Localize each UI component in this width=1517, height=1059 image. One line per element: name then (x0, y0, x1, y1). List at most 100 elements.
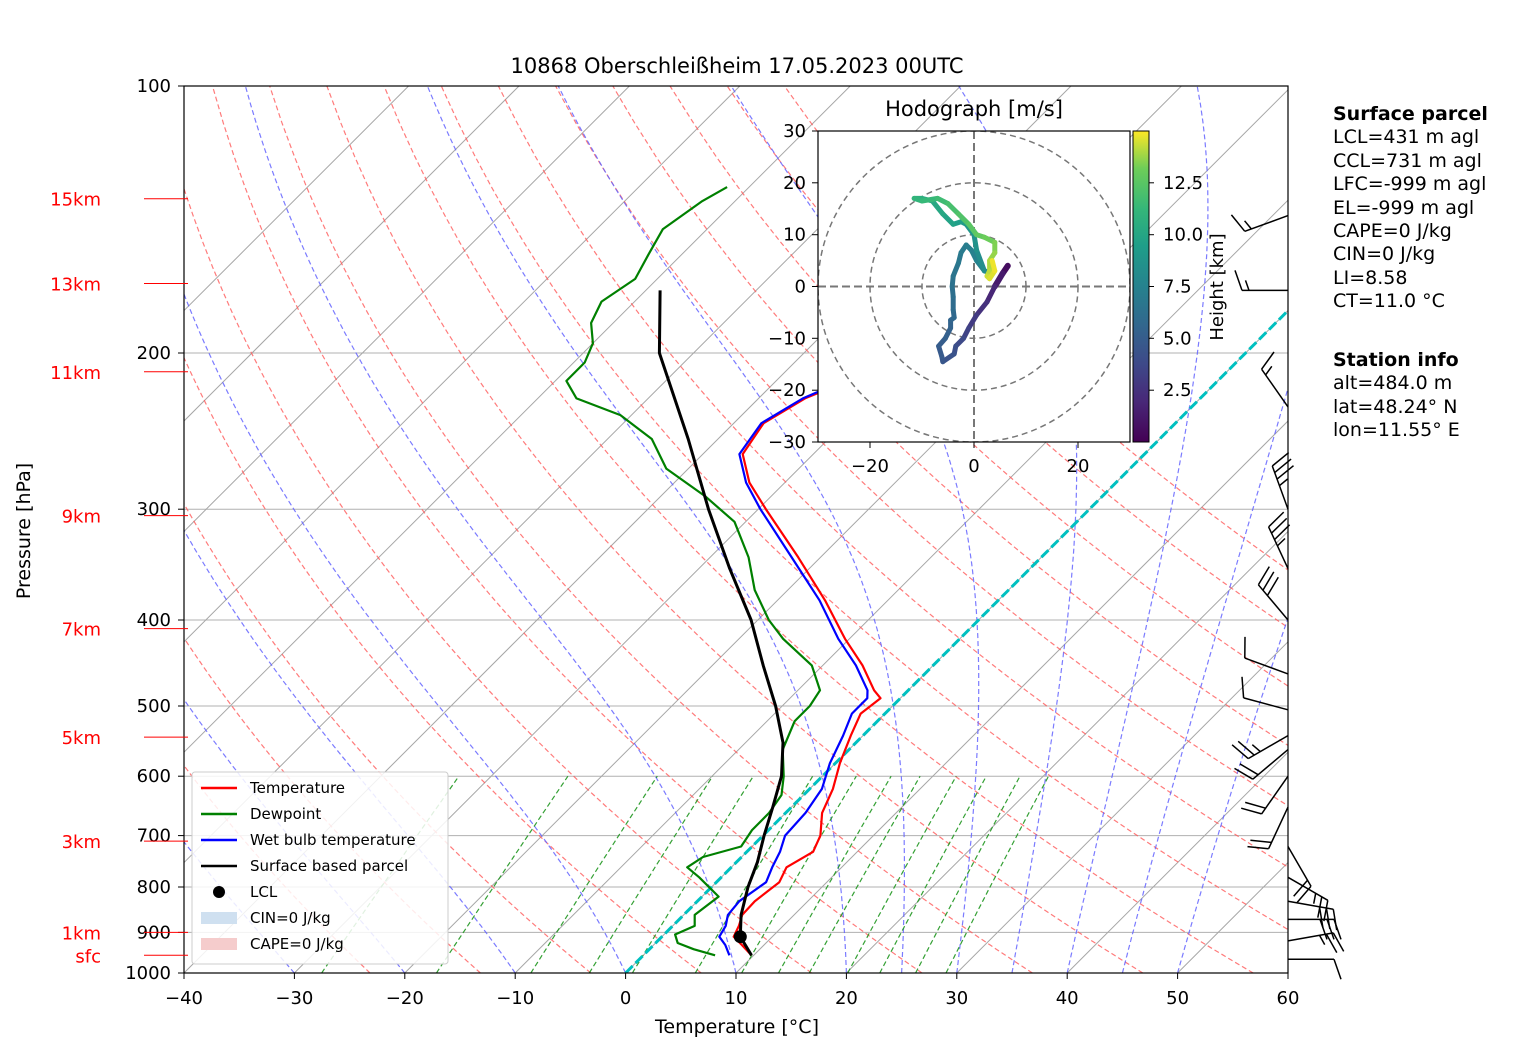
hodograph: Hodograph [m/s] −20 0 20 30 20 10 0 −10 −20 −30 2.… (768, 97, 1228, 477)
height-label: 9km (62, 507, 101, 528)
hodograph-segment (971, 232, 980, 253)
colorbar-tick-label: 12.5 (1163, 173, 1203, 194)
wind-barb (1234, 270, 1288, 292)
barb-staff (1267, 526, 1289, 569)
dry-adiabat-line (497, 86, 1288, 868)
barb-flag (1271, 452, 1290, 467)
wind-barb (1288, 918, 1342, 940)
hodograph-y-tick-label: 10 (783, 225, 806, 246)
barb-flag (1250, 839, 1272, 844)
hodograph-segment (966, 312, 980, 331)
legend-swatch (201, 912, 237, 924)
isotherm-line (956, 641, 1288, 973)
wind-barbs (1230, 214, 1345, 980)
height-label: 3km (62, 832, 101, 853)
wind-barb (1247, 806, 1289, 850)
y-tick-label: 100 (137, 76, 171, 97)
barb-flag (1317, 896, 1323, 918)
dry-adiabat-line (440, 86, 1288, 931)
wind-barb (1241, 676, 1289, 711)
barb-half-flag (1312, 893, 1317, 904)
y-axis-label: Pressure [hPa] (13, 463, 35, 599)
barb-flag (1293, 879, 1309, 897)
wind-barb (1244, 636, 1289, 675)
station-latitude: lat=48.24° N (1333, 395, 1458, 418)
barb-staff (1244, 214, 1289, 233)
x-tick-label: −20 (386, 988, 424, 1009)
y-tick-label: 300 (137, 499, 171, 520)
barb-flag (1274, 458, 1292, 474)
wind-barb (1271, 452, 1294, 510)
hodograph-y-tick-label: −20 (768, 380, 806, 401)
colorbar-tick-label: 10.0 (1163, 225, 1203, 246)
hodograph-segment (984, 284, 998, 305)
dry-adiabat-line (211, 86, 923, 973)
barb-staff (1257, 584, 1289, 621)
barb-flag (1270, 517, 1288, 534)
dewpoint-line (565, 186, 822, 957)
moist-adiabat-line (244, 86, 737, 973)
legend-box (191, 771, 449, 965)
isotherm-line (184, 86, 520, 422)
surface-parcel-header: Surface parcel (1333, 103, 1488, 125)
isotherm-line (184, 86, 851, 753)
legend-label: LCL (250, 883, 278, 901)
moist-adiabat-line (184, 292, 627, 973)
hodograph-title: Hodograph [m/s] (885, 97, 1063, 121)
hodograph-segment (929, 198, 946, 217)
wind-barb (1288, 958, 1342, 980)
hodograph-segment (974, 247, 987, 274)
y-tick-label: 500 (137, 696, 171, 717)
legend-label: Surface based parcel (250, 857, 408, 875)
mixing-ratio-line (777, 775, 892, 973)
x-tick-label: −40 (165, 988, 203, 1009)
mixing-ratio-line (694, 775, 814, 973)
skewt-axes: −40 −30 −20 −10 0 10 20 30 40 50 60100200300400500… (50, 76, 1299, 1009)
barb-staff (1267, 806, 1289, 850)
mixing-ratio-line (808, 775, 921, 973)
dry-adiabat-line (269, 86, 1033, 973)
barb-flag (1325, 907, 1331, 930)
moist-adiabat-line (1177, 616, 1288, 973)
barb-staff (1271, 465, 1289, 510)
barb-flag (1247, 845, 1269, 850)
height-label: 15km (50, 190, 101, 211)
mixing-ratio-line (915, 775, 1021, 973)
moist-adiabat-line (1121, 386, 1288, 973)
wind-barb (1287, 932, 1345, 953)
barb-half-flag (1251, 744, 1261, 753)
barb-flag (1239, 763, 1259, 776)
dry-adiabat-line (184, 502, 592, 973)
barb-flag (1262, 571, 1275, 591)
colorbar-label: Height [km] (1207, 233, 1228, 340)
hodograph-segment (974, 299, 990, 318)
hodograph-y-tick-label: 0 (795, 277, 806, 298)
mixing-ratio-line (879, 775, 987, 973)
chart-title: 10868 Oberschleißheim 17.05.2023 00UTC (511, 54, 964, 78)
y-tick-label: 800 (137, 877, 171, 898)
moist-adiabat-line (426, 86, 847, 973)
mixing-ratio-line (847, 775, 957, 973)
barb-flag (1318, 906, 1324, 928)
barb-flag (1296, 885, 1312, 903)
y-tick-label: 600 (137, 766, 171, 787)
wind-barb (1231, 734, 1289, 760)
legend-swatch (201, 938, 237, 950)
dry-adiabat-line (184, 356, 702, 973)
barb-flag (1268, 511, 1285, 528)
barb-flag (1319, 919, 1328, 940)
barb-flag (1240, 807, 1262, 815)
hodograph-y-tick-label: −30 (768, 432, 806, 453)
barb-staff (1287, 846, 1312, 887)
y-tick-label: 200 (137, 343, 171, 364)
hodograph-x-tick-label: 0 (968, 456, 979, 477)
barb-flag (1241, 676, 1245, 698)
barb-half-flag (1244, 220, 1252, 230)
barb-half-flag (1278, 478, 1289, 487)
height-label: 5km (62, 728, 101, 749)
surface-parcel-line (657, 290, 785, 957)
barb-flag (1231, 744, 1249, 760)
wind-barb (1240, 775, 1289, 815)
barb-flag (1266, 576, 1279, 596)
barb-half-flag (1318, 934, 1326, 945)
